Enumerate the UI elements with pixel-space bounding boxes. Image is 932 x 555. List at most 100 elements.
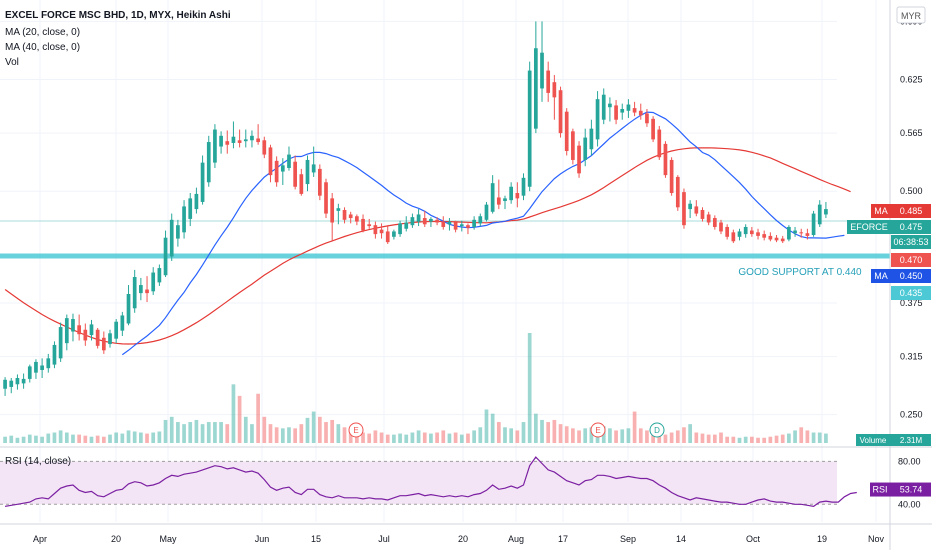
volume-bar xyxy=(157,431,162,443)
volume-bar xyxy=(120,433,125,443)
volume-bar xyxy=(447,433,452,443)
volume-bar xyxy=(626,428,631,443)
event-marker[interactable] xyxy=(590,422,606,438)
volume-layer xyxy=(3,333,828,443)
candle-body xyxy=(453,222,458,230)
volume-bar xyxy=(114,432,119,443)
volume-bar xyxy=(441,430,446,443)
candle-body xyxy=(120,315,125,331)
volume-bar xyxy=(3,436,7,443)
symbol-title[interactable]: EXCEL FORCE MSC BHD, 1D, MYX, Heikin Ash… xyxy=(5,10,231,21)
ma40-legend[interactable]: MA (40, close, 0) xyxy=(5,42,80,53)
volume-bar xyxy=(355,432,359,443)
time-tick-label: May xyxy=(159,534,177,544)
candle-body xyxy=(527,70,532,187)
volume-bar xyxy=(712,434,717,443)
candle-body xyxy=(719,222,723,232)
ma20-legend[interactable]: MA (20, close, 0) xyxy=(5,27,80,38)
candle-body xyxy=(774,237,779,241)
volume-bar xyxy=(527,333,532,443)
support-annotation[interactable]: GOOD SUPPORT AT 0.440 xyxy=(738,267,862,278)
vol-legend[interactable]: Vol xyxy=(5,57,19,68)
candle-body xyxy=(151,272,156,292)
candle-body xyxy=(336,208,341,211)
event-marker[interactable] xyxy=(348,422,364,438)
volume-bar xyxy=(577,430,581,443)
candle-body xyxy=(379,229,384,234)
ma20-line xyxy=(121,111,845,356)
candle-body xyxy=(793,230,797,234)
volume-bar xyxy=(509,428,514,443)
rsi-level-label: 40.00 xyxy=(898,499,921,509)
candle-body xyxy=(571,131,575,160)
candle-body xyxy=(725,226,730,237)
currency-box[interactable] xyxy=(896,6,926,24)
candle-body xyxy=(89,324,94,336)
volume-bar xyxy=(521,422,526,443)
volume-bar xyxy=(206,422,211,443)
volume-bar xyxy=(515,430,520,443)
candle-body xyxy=(95,329,100,346)
candle-body xyxy=(638,110,643,116)
candle-body xyxy=(472,219,476,227)
candle-body xyxy=(410,217,415,226)
candle-body xyxy=(176,225,180,239)
price-badge-tag xyxy=(871,204,891,218)
candle-body xyxy=(77,325,81,335)
candle-body xyxy=(731,232,736,242)
volume-bar xyxy=(348,430,353,443)
candle-body xyxy=(515,193,520,199)
volume-bar xyxy=(52,432,57,443)
candle-layer xyxy=(3,21,828,396)
volume-bar xyxy=(250,424,254,443)
candle-body xyxy=(274,160,279,183)
volume-bar xyxy=(126,430,131,443)
volume-badge-value: 2.31M xyxy=(900,436,923,445)
volume-bar xyxy=(719,432,723,443)
volume-bar xyxy=(398,433,402,443)
candle-body xyxy=(589,128,594,150)
volume-bar xyxy=(46,433,51,443)
volume-bar xyxy=(459,434,464,443)
candle-body xyxy=(243,139,248,142)
volume-bar xyxy=(280,428,285,443)
volume-bar xyxy=(632,411,637,443)
candle-body xyxy=(83,329,88,341)
candle-body xyxy=(404,222,409,229)
volume-bar xyxy=(317,416,322,443)
price-badge-value: 06:38:53 xyxy=(893,237,928,247)
volume-bar xyxy=(774,435,779,443)
currency-label: MYR xyxy=(901,11,922,21)
volume-bar xyxy=(694,432,699,443)
candle-body xyxy=(225,141,230,145)
rsi-legend[interactable]: RSI (14, close) xyxy=(5,456,71,467)
candle-body xyxy=(787,226,791,240)
candle-body xyxy=(58,327,63,359)
candle-body xyxy=(262,140,267,155)
candle-body xyxy=(429,218,433,222)
candle-body xyxy=(194,193,199,210)
time-tick-label: Jul xyxy=(378,534,390,544)
volume-bar xyxy=(373,430,378,443)
event-marker-label: D xyxy=(654,426,660,435)
volume-bar xyxy=(496,422,501,443)
candle-body xyxy=(9,380,14,387)
candle-body xyxy=(219,135,223,147)
candle-body xyxy=(496,197,501,205)
candle-body xyxy=(682,192,686,226)
candle-body xyxy=(392,231,396,237)
volume-bar xyxy=(287,427,291,443)
volume-badge-tag xyxy=(856,434,891,446)
volume-bar xyxy=(132,431,137,443)
volume-bar xyxy=(404,434,409,443)
rsi-badge-tag xyxy=(870,482,891,497)
price-badge-tag xyxy=(847,220,891,234)
candle-body xyxy=(250,135,254,141)
price-tick-label: 0.250 xyxy=(900,410,923,420)
price-badge xyxy=(891,269,931,283)
volume-bar xyxy=(15,437,20,443)
volume-bar xyxy=(824,433,828,443)
event-marker[interactable] xyxy=(649,422,665,438)
